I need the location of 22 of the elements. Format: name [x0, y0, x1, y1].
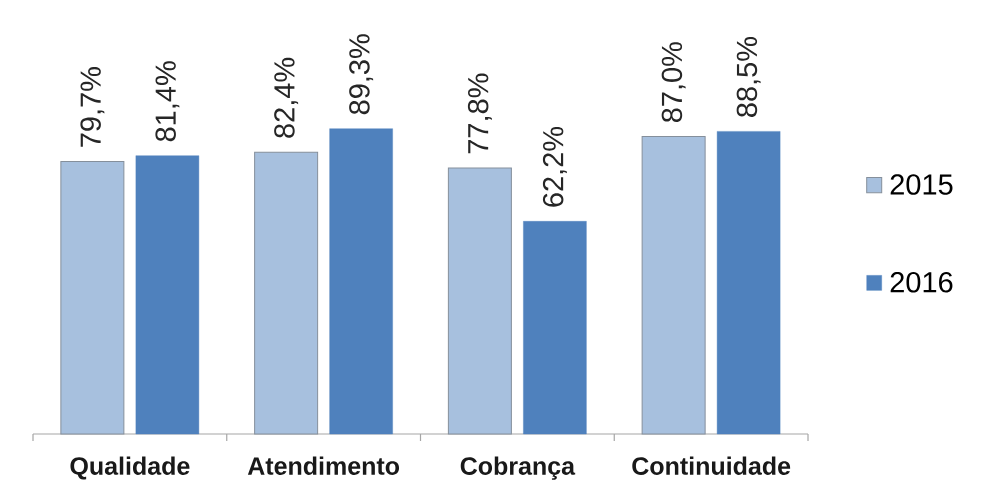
bar [716, 131, 781, 435]
bar [254, 151, 319, 435]
bar [523, 221, 587, 435]
data-label: 79,7% [80, 67, 105, 147]
data-label: 62,2% [542, 126, 567, 207]
x-tick-label: Atendimento [247, 456, 400, 475]
x-tick-label: Cobrança [460, 456, 576, 480]
x-tick-label: Qualidade [70, 456, 190, 480]
data-label: 81,4% [155, 61, 180, 142]
data-label: 77,8% [467, 73, 492, 154]
bar [329, 128, 393, 435]
bar [60, 160, 125, 435]
data-label: 89,3% [349, 34, 374, 115]
bar [641, 136, 706, 435]
legend-label: 2016 [890, 272, 953, 293]
bar [447, 167, 512, 435]
bar [135, 155, 200, 435]
data-label: 87,0% [661, 42, 686, 123]
data-label: 82,4% [274, 57, 299, 138]
legend-label: 2015 [890, 174, 953, 195]
data-label: 88,5% [736, 37, 761, 117]
x-tick-label: Continuidade [632, 456, 791, 475]
